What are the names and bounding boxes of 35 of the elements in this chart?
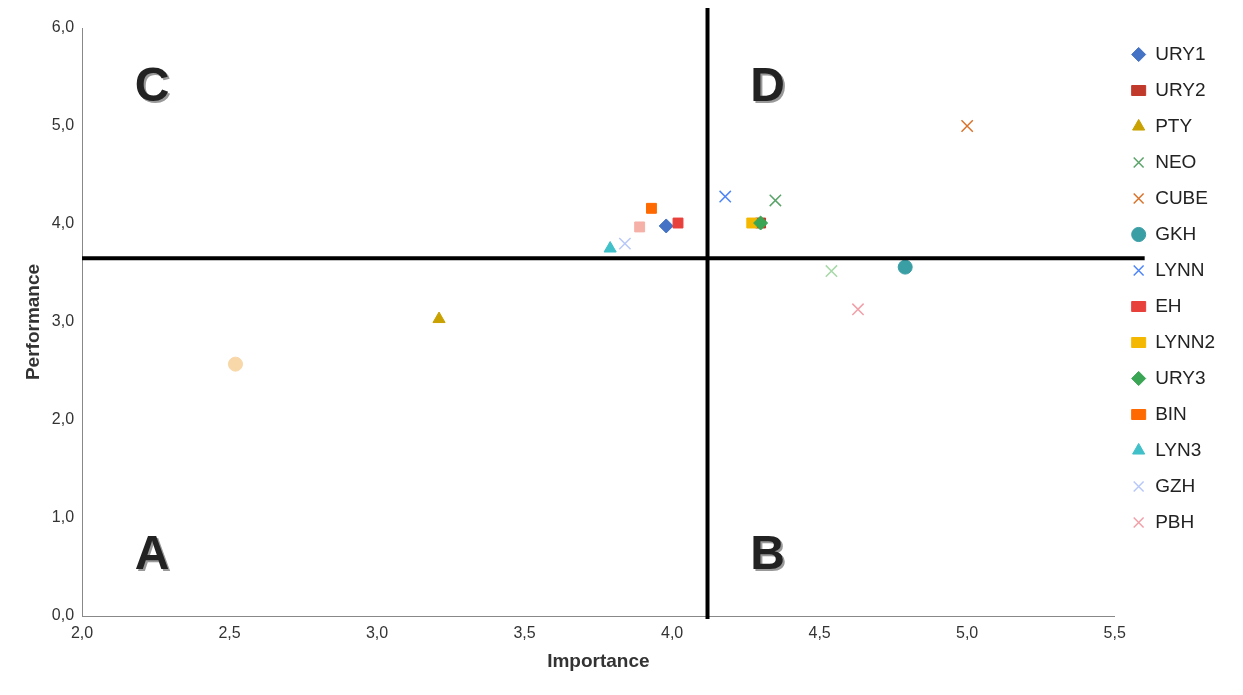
legend-label: LYNN [1155,258,1205,280]
legend-label: LYNN2 [1155,330,1215,352]
legend-label: LYN3 [1155,438,1202,460]
y-axis-title: Performance [21,263,43,381]
x-tick-label: 2,5 [218,624,241,642]
legend-label: URY2 [1155,78,1206,100]
x-tick-label: 5,0 [956,624,979,642]
y-tick-label: 2,0 [51,410,75,428]
annotation: A [136,528,172,582]
legend-label: GZH [1155,474,1196,496]
y-tick-label: 0,0 [51,606,75,624]
x-axis-title: Importance [547,649,650,671]
legend-label: URY1 [1155,42,1206,64]
legend-label: PTY [1155,114,1193,136]
legend-label: BIN [1155,402,1187,424]
legend-label: GKH [1155,222,1197,244]
annotation: D [752,60,787,114]
y-tick-label: 6,0 [51,18,75,36]
annotation: C [136,60,172,114]
legend-label: NEO [1155,150,1197,172]
legend-label: EH [1155,294,1182,316]
y-tick-label: 1,0 [51,508,75,526]
y-tick-label: 3,0 [51,312,75,330]
y-tick-label: 5,0 [51,116,75,134]
x-tick-label: 2,0 [70,624,94,642]
y-tick-label: 4,0 [51,214,75,232]
legend-label: PBH [1155,510,1195,532]
x-tick-label: 4,0 [660,624,684,642]
x-tick-label: 3,0 [365,624,389,642]
x-tick-label: 5,5 [1103,624,1126,642]
x-tick-label: 3,5 [513,624,536,642]
legend-label: URY3 [1155,366,1206,388]
annotation: B [752,528,787,582]
x-tick-label: 4,5 [808,624,831,642]
legend-label: CUBE [1155,186,1208,208]
